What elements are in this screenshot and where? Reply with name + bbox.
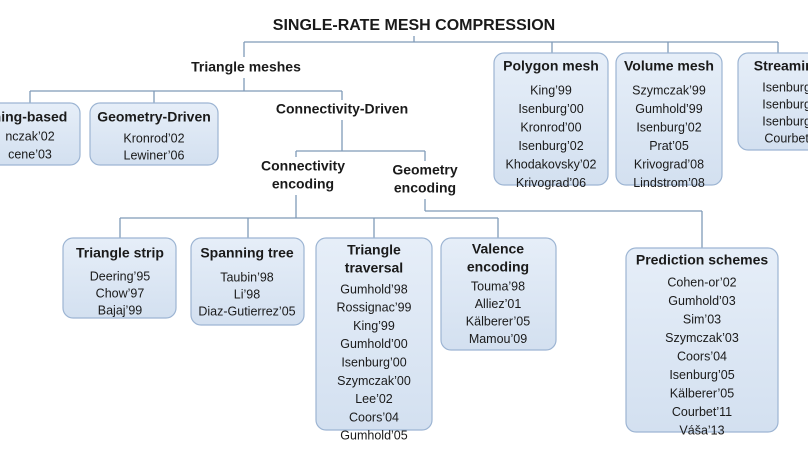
node-entry: Diaz-Gutierrez’05	[198, 304, 295, 318]
node-label: hing-based	[0, 109, 67, 125]
node-label: Connectivity-Driven	[276, 101, 408, 117]
node-label: traversal	[345, 260, 403, 276]
node-entry: Rossignac’99	[336, 301, 411, 315]
node-entry: Gumhold’00	[340, 337, 407, 351]
node-entry: Szymczak’00	[337, 374, 411, 388]
node-entry: Krivograd’08	[634, 157, 704, 171]
node-entry: cene’03	[8, 147, 52, 161]
node-entry: Taubin’98	[220, 270, 274, 284]
node-label: Triangle strip	[76, 245, 164, 261]
node-label: Volume mesh	[624, 58, 714, 74]
node-entry: Isenburg’00	[341, 355, 406, 369]
node-entry: Isenburg’02	[636, 120, 701, 134]
node-entry: Courbet’11	[672, 405, 732, 419]
node-box	[440, 237, 557, 351]
node-entry: Isenburg’00	[518, 102, 583, 116]
title: SINGLE-RATE MESH COMPRESSION	[273, 17, 555, 34]
node-entry: Isenburg’05	[669, 368, 734, 382]
node-box	[0, 102, 81, 166]
node-entry: Touma’98	[471, 279, 525, 293]
node-entry: Isenburg’	[762, 114, 808, 128]
node-entry: Coors’04	[349, 410, 399, 424]
node-entry: Isenburg’02	[518, 139, 583, 153]
node-entry: Lindstrom’08	[633, 176, 705, 190]
node-entry: Kälberer’05	[466, 314, 530, 328]
node-entry: Isenburg’	[762, 97, 808, 111]
node-entry: Gumhold’99	[635, 102, 702, 116]
node-label: Geometry	[392, 162, 458, 178]
node-box	[62, 237, 177, 319]
node-entry: Szymczak’99	[632, 83, 706, 97]
node-entry: Szymczak’03	[665, 331, 739, 345]
node-entry: Li’98	[234, 287, 260, 301]
node-label: Prediction schemes	[636, 252, 768, 268]
node-entry: Bajaj’99	[98, 303, 143, 317]
node-entry: Gumhold’98	[340, 282, 407, 296]
connectors	[29, 36, 779, 248]
node-entry: Krivograd’06	[516, 176, 586, 190]
node-box	[737, 52, 808, 151]
node-box	[493, 52, 609, 186]
node-box	[625, 247, 779, 433]
node-entry: Sim’03	[683, 312, 721, 326]
node-entry: Kälberer’05	[670, 386, 734, 400]
node-entry: Isenburg’	[762, 80, 808, 94]
node-entry: Deering’95	[90, 269, 151, 283]
node-label: Connectivity	[261, 158, 345, 174]
node-entry: Gumhold’05	[340, 429, 407, 443]
node-entry: nczak’02	[5, 129, 54, 143]
node-entry: Chow’97	[96, 286, 145, 300]
node-label: Valence	[472, 241, 524, 257]
node-box	[89, 102, 219, 166]
node-entry: Coors’04	[677, 349, 727, 363]
node-entry: Lee’02	[355, 392, 393, 406]
node-label: Polygon mesh	[503, 58, 599, 74]
node-entry: King’99	[530, 83, 572, 97]
node-box	[615, 52, 723, 186]
node-label: encoding	[272, 176, 334, 192]
node-label: Triangle meshes	[191, 59, 301, 75]
node-entry: Cohen-or’02	[667, 275, 736, 289]
node-entry: Mamou’09	[469, 332, 527, 346]
node-entry: Gumhold’03	[668, 294, 735, 308]
node-entry: Alliez’01	[475, 297, 522, 311]
node-label: Triangle	[347, 242, 401, 258]
node-box	[190, 237, 305, 326]
node-entry: Váša’13	[679, 423, 724, 437]
node-label: encoding	[467, 259, 529, 275]
node-label: Spanning tree	[200, 245, 294, 261]
node-entry: Khodakovsky’02	[505, 157, 596, 171]
node-box	[315, 237, 433, 431]
node-entry: King’99	[353, 319, 395, 333]
node-entry: Kronrod’02	[123, 131, 184, 145]
node-entry: Courbet’	[764, 131, 808, 145]
node-entry: Prat’05	[649, 139, 689, 153]
node-entry: Lewiner’06	[124, 148, 185, 162]
node-label: Geometry-Driven	[97, 109, 211, 125]
node-entry: Kronrod’00	[520, 120, 581, 134]
node-label: Streaming	[754, 58, 808, 74]
node-label: encoding	[394, 180, 456, 196]
